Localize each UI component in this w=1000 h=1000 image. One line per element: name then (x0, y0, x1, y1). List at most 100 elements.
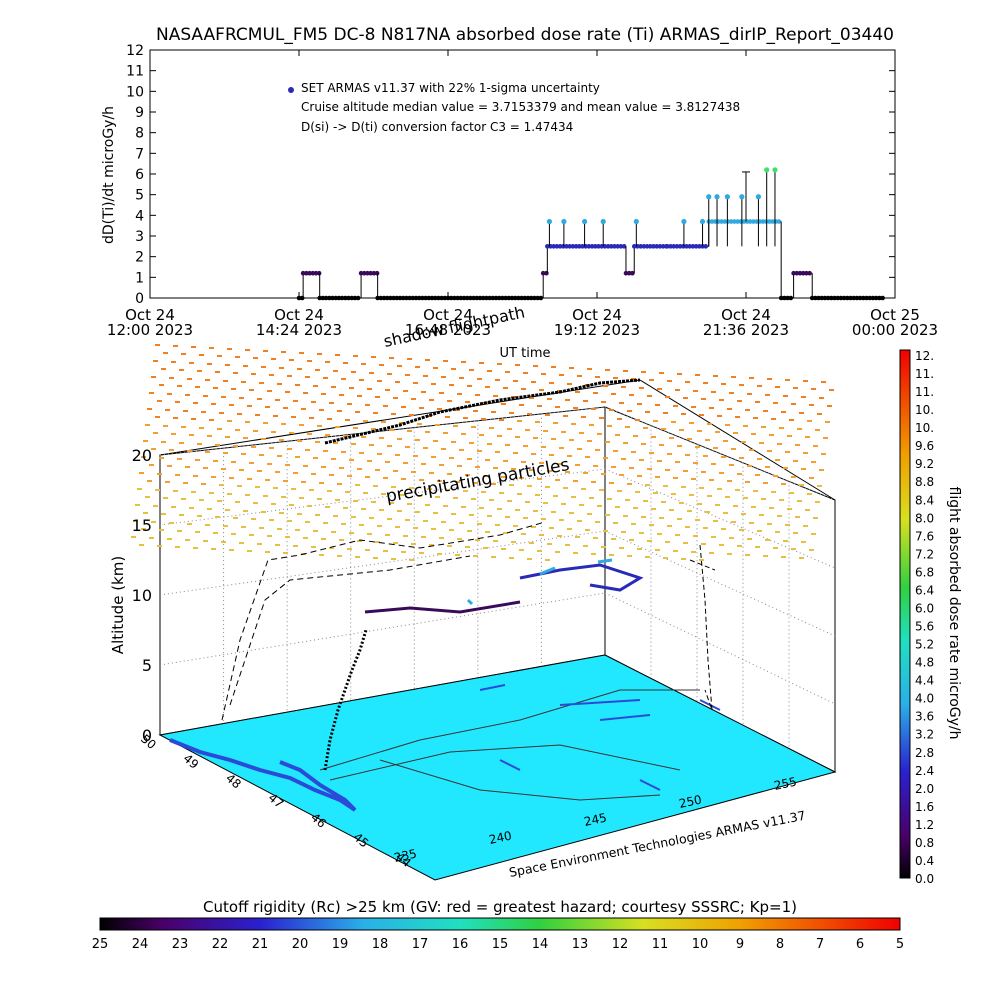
xtick-day: Oct 24 (423, 306, 473, 324)
series-point (722, 219, 728, 224)
series-point (432, 295, 438, 301)
series-point (570, 244, 576, 249)
series-point (861, 295, 866, 301)
series-point (880, 295, 885, 301)
annotation-precipitating: precipitating particles (384, 455, 571, 507)
series-point (407, 295, 412, 301)
series-point (709, 219, 715, 224)
series-point (596, 244, 601, 249)
series-point (397, 295, 403, 301)
series-point (323, 295, 329, 301)
dose-colorbar-tick: 4.0 (915, 692, 934, 706)
series-point (304, 270, 309, 276)
dose-colorbar-tick: 8.4 (915, 493, 934, 507)
series-point (355, 295, 361, 301)
series-point (804, 270, 809, 276)
series-point (609, 244, 614, 249)
cruise-path-low (364, 600, 521, 614)
series-point (371, 270, 377, 276)
series-point (404, 295, 409, 301)
series-point (506, 295, 512, 301)
series-point (630, 270, 635, 276)
series-point (349, 295, 354, 301)
longitude-tick-label: 240 (488, 828, 513, 846)
series-point (378, 295, 384, 301)
rigidity-colorbar-tick: 21 (252, 937, 269, 952)
timeseries-xlabel: UT time (500, 346, 551, 361)
series-point (445, 295, 451, 301)
series-point (339, 295, 345, 301)
series-point (618, 244, 624, 249)
dose-colorbar-tick: 10. (915, 421, 934, 435)
series-point (400, 295, 406, 301)
series-point (361, 270, 367, 276)
series-point (841, 295, 847, 301)
series-point (615, 244, 621, 249)
series-point (877, 295, 882, 301)
dose-colorbar-tick: 6.0 (915, 601, 934, 615)
series-point (741, 219, 747, 224)
series-point (429, 295, 435, 301)
rigidity-colorbar-tick: 22 (212, 937, 229, 952)
series-point (439, 295, 444, 301)
dose-colorbar-tick: 8.0 (915, 511, 934, 525)
xtick-day: Oct 25 (870, 306, 920, 324)
series-point (848, 295, 853, 301)
series-point (546, 218, 553, 225)
dose-colorbar-tick: 11. (915, 367, 934, 381)
legend-line-3: D(si) -> D(ti) conversion factor C3 = 1.… (301, 120, 573, 134)
rigidity-colorbar-tick: 9 (736, 937, 744, 952)
series-point (487, 295, 492, 301)
dose-colorbar-tick: 9.6 (915, 439, 934, 453)
series-point (458, 295, 464, 301)
series-point (835, 295, 841, 301)
altitude-tick-label: 10 (132, 586, 152, 605)
dose-colorbar-label: flight absorbed dose rate microGy/h (946, 487, 962, 740)
series-point (532, 295, 537, 301)
xtick-day: Oct 24 (125, 306, 175, 324)
series-point (838, 295, 844, 301)
series-point (631, 244, 637, 249)
series-point (522, 295, 528, 301)
rigidity-colorbar-tick: 24 (132, 937, 149, 952)
longitude-tick-label: 250 (678, 792, 703, 810)
series-point (763, 219, 769, 224)
series-point (728, 219, 734, 224)
series-point (503, 295, 508, 301)
legend-line-1: SET ARMAS v11.37 with 22% 1-sigma uncert… (301, 81, 600, 95)
series-point (490, 295, 496, 301)
altitude-tick-label: 0 (142, 726, 152, 745)
series-point (388, 295, 393, 301)
longitude-tick-label: 245 (583, 810, 608, 828)
altitude-tick-label: 5 (142, 656, 152, 675)
dose-colorbar-tick: 11. (915, 385, 934, 399)
series-point (452, 295, 457, 301)
series-point (384, 295, 390, 301)
dose-colorbar: 12. 11. 11. 10. 10. 9.6 9.2 8.8 8.4 8.0 7.6 7.2 6.8 6… (899, 349, 962, 886)
dose-colorbar-tick: 8.8 (915, 475, 934, 489)
series-point (484, 295, 489, 301)
legend-marker (288, 87, 294, 93)
series-point (660, 244, 666, 249)
series-point (693, 244, 699, 249)
series-point (657, 244, 663, 249)
series-point (770, 219, 775, 224)
series-point (391, 295, 396, 301)
series-point (767, 219, 772, 224)
series-point (544, 270, 549, 276)
dose-colorbar-tick: 7.2 (915, 547, 934, 561)
rigidity-colorbar-tick: 12 (612, 937, 629, 952)
series-point (870, 295, 876, 301)
series-point (681, 244, 686, 249)
series-point (647, 244, 653, 249)
grid-line-right (604, 468, 836, 569)
dose-colorbar-ticks: 12. 11. 11. 10. 10. 9.6 9.2 8.8 8.4 8.0 7.6 7.2 6.8 6… (915, 349, 934, 886)
series-point (714, 194, 720, 200)
series-point (545, 244, 550, 249)
series-point (633, 218, 639, 225)
series-point (586, 244, 592, 249)
ytick-label: 1 (135, 270, 144, 286)
series-point (681, 218, 687, 225)
series-point (538, 295, 544, 301)
